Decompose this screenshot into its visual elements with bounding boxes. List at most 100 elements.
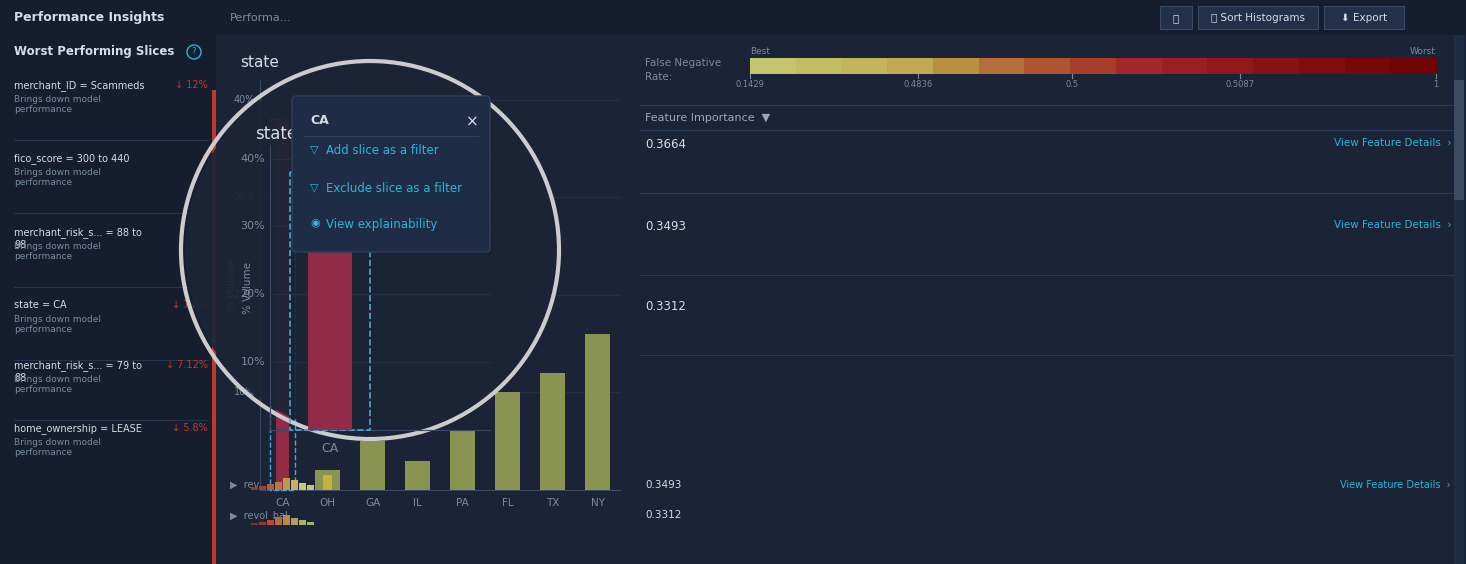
Text: CA: CA [276, 498, 290, 508]
Text: Add slice as a filter: Add slice as a filter [325, 144, 438, 157]
Bar [267, 520, 274, 525]
Text: View explainability: View explainability [325, 218, 437, 231]
Text: state: state [240, 55, 279, 70]
Bar [267, 484, 274, 490]
Bar [1160, 6, 1192, 29]
Text: 0.5: 0.5 [1066, 80, 1079, 89]
Text: GA: GA [365, 498, 380, 508]
Bar [887, 58, 934, 74]
Bar [1025, 58, 1070, 74]
Text: TX: TX [545, 498, 559, 508]
Text: Brings down model
performance: Brings down model performance [15, 375, 101, 394]
Text: PA: PA [456, 498, 469, 508]
Text: state = CA: state = CA [15, 300, 66, 310]
Text: View Feature Details  ›: View Feature Details › [1334, 220, 1451, 230]
Text: 0.3312: 0.3312 [645, 300, 686, 313]
Bar [323, 475, 333, 490]
Bar [1454, 35, 1465, 564]
Bar [283, 515, 290, 525]
Text: IL: IL [413, 498, 422, 508]
Text: ↓: ↓ [199, 227, 208, 237]
Text: 0.5087: 0.5087 [1226, 80, 1255, 89]
Text: 20%: 20% [233, 290, 255, 299]
FancyBboxPatch shape [292, 96, 490, 252]
Text: Brings down model
performance: Brings down model performance [15, 242, 101, 261]
Bar [306, 485, 314, 490]
Text: 0.3312: 0.3312 [645, 510, 682, 520]
Bar [1208, 58, 1253, 74]
Text: 20%: 20% [240, 289, 265, 299]
Bar [361, 441, 386, 490]
Text: Brings down model
performance: Brings down model performance [15, 438, 101, 457]
Text: 0.3493: 0.3493 [645, 220, 686, 233]
Bar [290, 480, 298, 490]
Text: Brings down model
performance: Brings down model performance [15, 95, 101, 114]
Bar [270, 119, 295, 490]
Bar [251, 487, 258, 490]
Text: ?: ? [192, 47, 196, 56]
Bar [1299, 58, 1344, 74]
Bar [1253, 58, 1299, 74]
Bar [796, 58, 841, 74]
Text: Performance Insights: Performance Insights [15, 11, 164, 24]
Bar [259, 486, 265, 490]
Bar [1324, 6, 1404, 29]
Text: 30%: 30% [233, 192, 255, 202]
Bar [1390, 58, 1437, 74]
Text: home_ownership = LEASE: home_ownership = LEASE [15, 423, 142, 434]
Text: ◉: ◉ [309, 218, 320, 228]
Text: CA: CA [309, 114, 328, 127]
Bar [405, 461, 430, 490]
Text: 🔍: 🔍 [1173, 13, 1179, 23]
Bar [216, 35, 1466, 564]
Text: 10%: 10% [240, 357, 265, 367]
Text: Rate:: Rate: [645, 72, 673, 82]
Bar [308, 172, 352, 430]
Bar [496, 393, 520, 490]
Text: state: state [255, 125, 298, 143]
Text: ×: × [466, 114, 478, 129]
Text: Performa...: Performa... [230, 13, 292, 23]
Text: 0.3493: 0.3493 [645, 480, 682, 490]
Text: % Volume: % Volume [227, 259, 237, 311]
Text: ▶  rev...: ▶ rev... [230, 480, 267, 490]
Text: 40%: 40% [240, 153, 265, 164]
Bar [539, 373, 564, 490]
Bar [251, 523, 258, 525]
Text: merchant_ID = Scammeds: merchant_ID = Scammeds [15, 80, 145, 91]
Text: % Volume: % Volume [243, 262, 254, 314]
Bar [1454, 80, 1465, 200]
Text: Feature Importance  ▼: Feature Importance ▼ [645, 113, 770, 123]
Bar [450, 431, 475, 490]
Text: Worst: Worst [1410, 47, 1437, 56]
Text: 0.4836: 0.4836 [903, 80, 932, 89]
Bar [276, 119, 289, 490]
Bar [283, 478, 290, 490]
Text: 40%: 40% [233, 95, 255, 104]
Text: ▶  revol_bal: ▶ revol_bal [230, 510, 287, 521]
Bar [1198, 6, 1318, 29]
Text: fico_score = 300 to 440: fico_score = 300 to 440 [15, 153, 129, 164]
Text: ↓ 7.8%: ↓ 7.8% [172, 300, 208, 310]
Bar [290, 518, 298, 525]
Bar [216, 0, 1466, 35]
Text: Best: Best [751, 47, 770, 56]
Bar [299, 483, 306, 490]
Bar [1161, 58, 1208, 74]
Text: 1: 1 [1434, 80, 1438, 89]
Text: 0.1429: 0.1429 [736, 80, 764, 89]
Text: ▽: ▽ [309, 182, 318, 192]
Bar [1116, 58, 1163, 74]
Bar [841, 58, 888, 74]
Bar [259, 522, 265, 525]
Text: ▽: ▽ [309, 144, 318, 154]
Bar [1070, 58, 1117, 74]
Text: 30%: 30% [240, 222, 265, 231]
Text: 0.3664: 0.3664 [645, 138, 686, 151]
Bar [315, 470, 340, 490]
Bar [276, 517, 281, 525]
Text: 10%: 10% [233, 387, 255, 398]
Text: View Feature Details  ›: View Feature Details › [1334, 138, 1451, 148]
Text: ↓ 5.8%: ↓ 5.8% [172, 423, 208, 433]
Text: FL: FL [501, 498, 513, 508]
